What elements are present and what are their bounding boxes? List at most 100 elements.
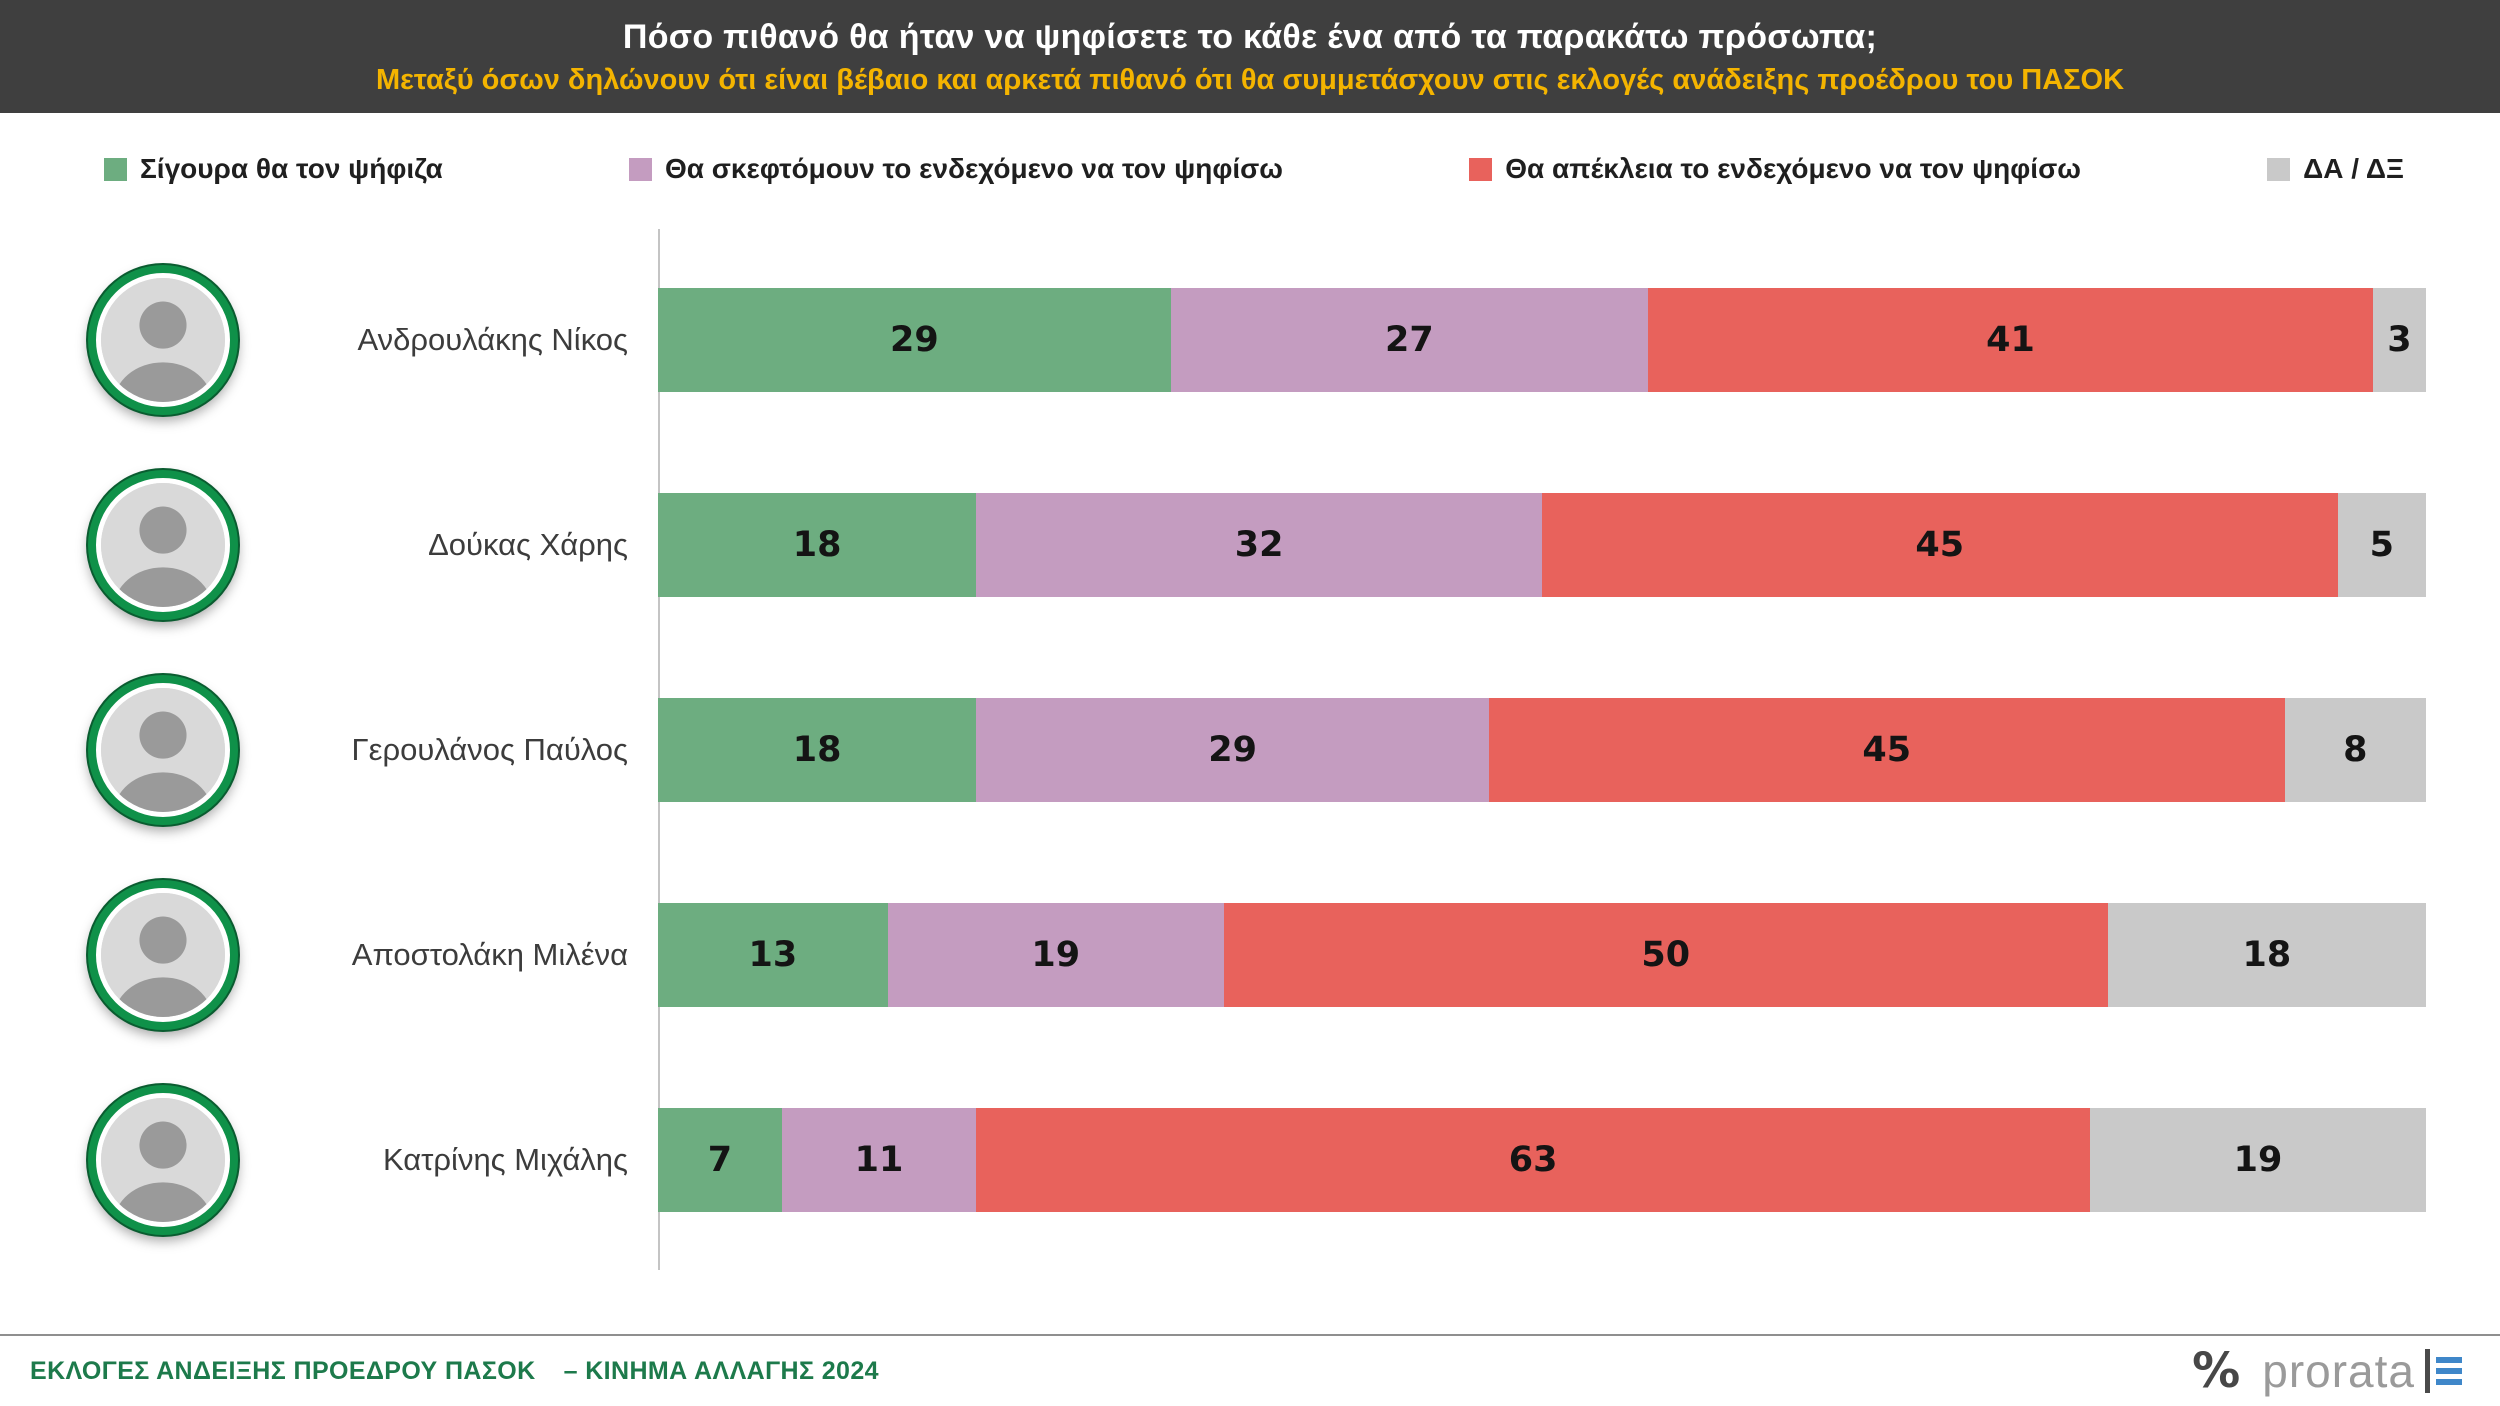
chart-rows: Ανδρουλάκης Νίκος 29 27 41 3 Δούκας Χάρης 1… [88,237,2426,1262]
bar-value: 5 [2369,524,2394,565]
bar-value: 29 [1208,729,1257,770]
bar-segment: 18 [658,697,977,802]
candidate-photo [101,482,225,607]
bar-segment: 18 [2107,902,2426,1007]
candidate-name: Κατρίνης Μιχάλης [382,1141,628,1177]
brand-logo: % prorata [2192,1343,2462,1399]
bar-value: 32 [1234,524,1284,565]
footer-source-left: ΕΚΛΟΓΕΣ ΑΝΔΕΙΞΗΣ ΠΡΟΕΔΡΟΥ ΠΑΣΟΚ [30,1356,536,1385]
bar-segment: 45 [1488,697,2285,802]
bar-value: 19 [1031,934,1081,975]
legend-label: Σίγουρα θα τον ψήφιζα [140,153,443,184]
bar-segment: 5 [2337,492,2426,597]
bar: 7 11 63 19 [658,1107,2426,1212]
candidate-photo [101,892,225,1017]
legend-item: Θα σκεφτόμουν το ενδεχόμενο να τον ψηφίσ… [629,153,1283,185]
legend-label: Θα σκεφτόμουν το ενδεχόμενο να τον ψηφίσ… [665,153,1283,184]
candidate-name: Ανδρουλάκης Νίκος [357,321,628,357]
legend-label: ΔΑ / ΔΞ [2303,153,2404,184]
legend-swatch [1469,157,1493,181]
candidate-row: Δούκας Χάρης 18 32 45 5 [88,442,2426,647]
bar-segment: 50 [1223,902,2108,1007]
bar-segment: 41 [1648,287,2373,392]
candidate-avatar [88,674,238,825]
bar: 18 29 45 8 [658,697,2426,802]
chart: Ανδρουλάκης Νίκος 29 27 41 3 Δούκας Χάρης 1… [88,229,2426,1270]
legend-item: Θα απέκλεια το ενδεχόμενο να τον ψηφίσω [1469,153,2081,185]
candidate-photo [101,277,225,402]
bar-segment: 11 [781,1107,977,1212]
avatar-cell [88,879,258,1030]
bar: 29 27 41 3 [658,287,2426,392]
bar-value: 18 [792,729,842,770]
bar-segment: 13 [658,902,888,1007]
bar-segment: 45 [1541,492,2338,597]
bar-segment: 19 [2090,1107,2426,1212]
avatar-cell [88,264,258,415]
person-icon [101,1097,225,1222]
person-icon [101,482,225,607]
candidate-photo [101,687,225,812]
bar-value: 29 [890,319,939,360]
bar-segment: 3 [2372,287,2426,392]
candidate-name: Γερουλάνος Παύλος [351,731,628,767]
bar-value: 7 [707,1139,733,1180]
chart-title: Πόσο πιθανό θα ήταν να ψηφίσετε το κάθε … [622,18,1878,56]
bar-value: 45 [1862,729,1912,770]
footer-source: ΕΚΛΟΓΕΣ ΑΝΔΕΙΞΗΣ ΠΡΟΕΔΡΟΥ ΠΑΣΟΚ – ΚΙΝΗΜΑ … [30,1357,879,1386]
bar-value: 8 [2343,729,2368,770]
bar-segment: 18 [658,492,977,597]
candidate-photo [101,1097,225,1222]
avatar-cell [88,1084,258,1235]
bar-value: 18 [792,524,842,565]
brand-mark-bar [2425,1349,2430,1393]
bar-value: 63 [1508,1139,1558,1180]
brand-mark-icon [2425,1349,2462,1393]
candidate-row: Αποστολάκη Μιλένα 13 19 50 18 [88,852,2426,1057]
avatar-cell [88,469,258,620]
header-bar: Πόσο πιθανό θα ήταν να ψηφίσετε το κάθε … [0,0,2500,113]
legend: Σίγουρα θα τον ψήφιζα Θα σκεφτόμουν το ε… [104,153,2404,185]
candidate-name: Αποστολάκη Μιλένα [351,936,628,972]
candidate-avatar [88,469,238,620]
bar-value: 3 [2387,319,2412,360]
avatar-cell [88,674,258,825]
person-icon [101,687,225,812]
candidate-avatar [88,264,238,415]
brand-name: prorata [2262,1345,2415,1397]
bar-segment: 8 [2284,697,2426,802]
bar-segment: 27 [1170,287,1649,392]
candidate-row: Γερουλάνος Παύλος 18 29 45 8 [88,647,2426,852]
bar: 13 19 50 18 [658,902,2426,1007]
bar-segment: 29 [658,287,1171,392]
person-icon [101,892,225,1017]
bar-value: 27 [1385,319,1434,360]
bar-segment: 63 [976,1107,2091,1212]
candidate-row: Ανδρουλάκης Νίκος 29 27 41 3 [88,237,2426,442]
percent-icon: % [2192,1343,2241,1399]
footer-source-right: – ΚΙΝΗΜΑ ΑΛΛΑΓΗΣ 2024 [563,1356,879,1385]
legend-item: ΔΑ / ΔΞ [2267,153,2404,185]
bar-value: 18 [2242,934,2292,975]
candidate-row: Κατρίνης Μιχάλης 7 11 63 19 [88,1057,2426,1262]
bar-segment: 32 [976,492,1542,597]
candidate-avatar [88,879,238,1030]
bar-value: 13 [748,934,798,975]
bar-value: 50 [1641,934,1691,975]
bar-value: 11 [854,1139,904,1180]
legend-item: Σίγουρα θα τον ψήφιζα [104,153,443,185]
bar-segment: 29 [976,697,1489,802]
legend-swatch [629,157,652,181]
bar-value: 45 [1915,524,1965,565]
bar-value: 19 [2233,1139,2283,1180]
person-icon [101,277,225,402]
brand-mark-lines [2436,1357,2462,1385]
chart-subtitle: Μεταξύ όσων δηλώνουν ότι είναι βέβαιο κα… [375,64,2125,96]
candidate-name: Δούκας Χάρης [428,526,628,562]
bar-value: 41 [1986,319,2035,360]
legend-swatch [104,157,127,181]
legend-label: Θα απέκλεια το ενδεχόμενο να τον ψηφίσω [1505,153,2081,184]
bar-segment: 7 [658,1107,782,1212]
legend-swatch [2267,157,2291,181]
candidate-avatar [88,1084,238,1235]
